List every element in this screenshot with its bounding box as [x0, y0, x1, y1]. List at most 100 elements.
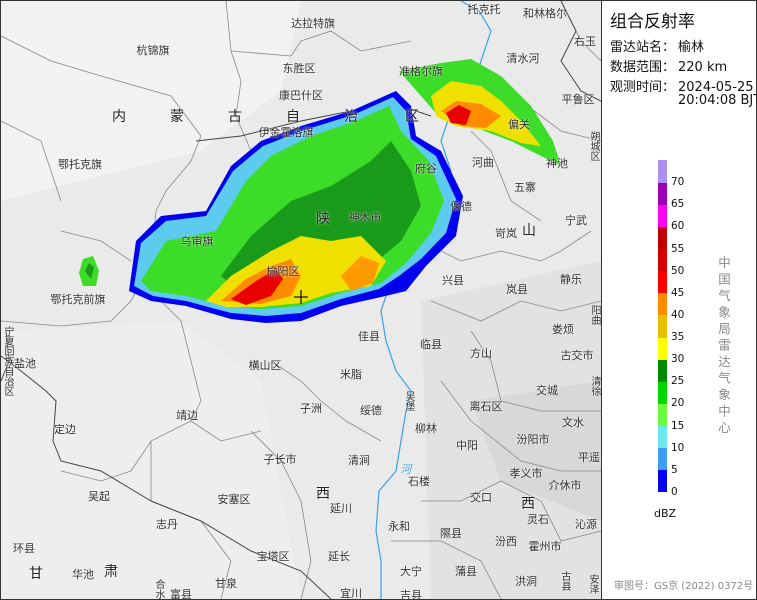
terrain-shading: [1, 1, 601, 599]
range-row: 数据范围： 220 km: [610, 56, 727, 75]
time-value: 20:04:08 BJT: [678, 93, 757, 108]
map-label: 自: [286, 109, 300, 125]
colorbar-tick-label: 20: [671, 397, 685, 410]
map-label: 米脂: [340, 368, 362, 381]
map-label: 兴县: [442, 274, 464, 287]
map-label: 肃: [104, 564, 118, 580]
map-label: 府谷: [415, 162, 437, 175]
map-label: 环县: [13, 542, 35, 555]
map-label: 介休市: [548, 479, 582, 492]
map-label: 蒲县: [455, 565, 477, 578]
range-value: 220 km: [678, 60, 728, 75]
map-label: 安塞区: [217, 493, 251, 506]
map-label: 娄烦: [552, 323, 574, 336]
map-label: 甘泉: [215, 577, 237, 590]
radar-map: 杭锦旗 内 蒙 古 自 治 区 达拉特旗 东胜区 康巴什区 伊金霍洛旗 托克托 …: [1, 1, 601, 599]
colorbar-tick-label: 60: [671, 220, 685, 233]
map-label: 岢岚: [495, 227, 517, 240]
map-label: 西: [521, 496, 535, 512]
map-label: 吴起: [88, 490, 110, 503]
map-label: 绥德: [360, 404, 382, 417]
colorbar-band: [658, 248, 667, 272]
colorbar-band: [658, 337, 667, 360]
echo-45-55dbz: [231, 269, 283, 305]
map-label: 古县: [559, 571, 570, 591]
map-label: 岚县: [506, 283, 528, 296]
map-approval-number: 审图号：GS京 (2022) 0372号: [614, 581, 754, 592]
map-label: 鄂托克旗: [58, 158, 102, 171]
map-label: 古交市: [560, 349, 594, 362]
colorbar-tick-label: 40: [671, 308, 685, 321]
station-row: 雷达站名： 榆林: [610, 36, 704, 55]
echo-ne-red: [446, 105, 471, 125]
map-label: 清涧: [348, 454, 370, 467]
colorbar-tick-label: 35: [671, 331, 685, 344]
map-label: 河曲: [472, 156, 494, 169]
map-label: 沁源: [575, 518, 597, 531]
map-label: 柳林: [415, 422, 437, 435]
map-label: 富县: [170, 588, 192, 599]
map-label: 山: [522, 223, 536, 239]
map-label: 榆阳区: [266, 265, 300, 278]
colorbar-tick-label: 55: [671, 242, 685, 255]
map-label: 定边: [54, 423, 76, 436]
map-label: 神池: [546, 157, 568, 170]
range-label: 数据范围：: [610, 60, 676, 75]
product-title: 组合反射率: [610, 12, 695, 32]
colorbar-tick-label: 30: [671, 353, 685, 366]
colorbar-band: [658, 403, 667, 427]
map-label: 文水: [562, 416, 584, 429]
map-label: 西: [316, 486, 330, 502]
map-label: 石楼: [408, 475, 430, 488]
map-label: 平鲁区: [561, 93, 595, 106]
colorbar-tick-label: 0: [671, 486, 678, 498]
colorbar-unit: dBZ: [654, 507, 677, 520]
colorbar-tick-label: 25: [671, 375, 685, 388]
map-label: 交城: [536, 384, 558, 397]
colorbar-band: [658, 204, 667, 227]
map-label: 偏关: [508, 118, 530, 131]
map-label: 方山: [470, 347, 492, 360]
station-value: 榆林: [678, 40, 705, 55]
map-label: 盐池: [14, 357, 36, 370]
map-label: 杭锦旗: [136, 44, 170, 57]
map-label: 和林格尔: [523, 7, 567, 20]
colorbar-band: [658, 314, 667, 338]
map-label: 横山区: [248, 359, 282, 372]
map-label: 治: [344, 109, 358, 125]
time-row: 观测时间： 2024-05-25: [610, 76, 754, 95]
colorbar-tick-label: 10: [671, 441, 685, 454]
station-label: 雷达站名：: [610, 40, 676, 55]
colorbar-tick-label: 65: [671, 198, 685, 211]
colorbar-band: [658, 359, 667, 382]
map-label: 志丹: [156, 518, 178, 531]
map-label: 永和: [388, 520, 410, 533]
colorbar-band: [658, 292, 667, 316]
map-label: 朔城区: [588, 131, 599, 161]
map-label: 吉县: [400, 589, 422, 599]
map-label: 甘: [29, 566, 43, 582]
map-label: 古: [228, 109, 242, 125]
map-label: 灵石: [527, 513, 549, 526]
admin-boundaries: [1, 1, 601, 599]
map-label: 汾西: [495, 535, 517, 548]
map-label: 鄂托克前旗: [50, 293, 106, 306]
colorbar-band: [658, 182, 667, 205]
map-label: 伊金霍洛旗: [258, 126, 314, 139]
map-label: 宝塔区: [256, 550, 290, 563]
map-label: 右玉: [574, 35, 596, 48]
colorbar-band: [658, 447, 667, 471]
map-label: 子洲: [300, 402, 322, 415]
map-label: 佳县: [358, 330, 380, 343]
colorbar-band: [658, 160, 667, 183]
map-label: 准格尔旗: [399, 65, 443, 78]
map-label: 中阳: [456, 439, 478, 452]
map-label-river: 河: [400, 463, 412, 476]
colorbar-tick-label: 45: [671, 286, 685, 299]
time-label: 观测时间：: [610, 80, 676, 95]
map-label: 蒙: [170, 109, 184, 125]
map-label: 静乐: [560, 273, 582, 286]
colorbar-tick-label: 70: [671, 176, 685, 189]
map-label: 达拉特旗: [291, 17, 335, 30]
map-label: 交口: [470, 491, 492, 504]
